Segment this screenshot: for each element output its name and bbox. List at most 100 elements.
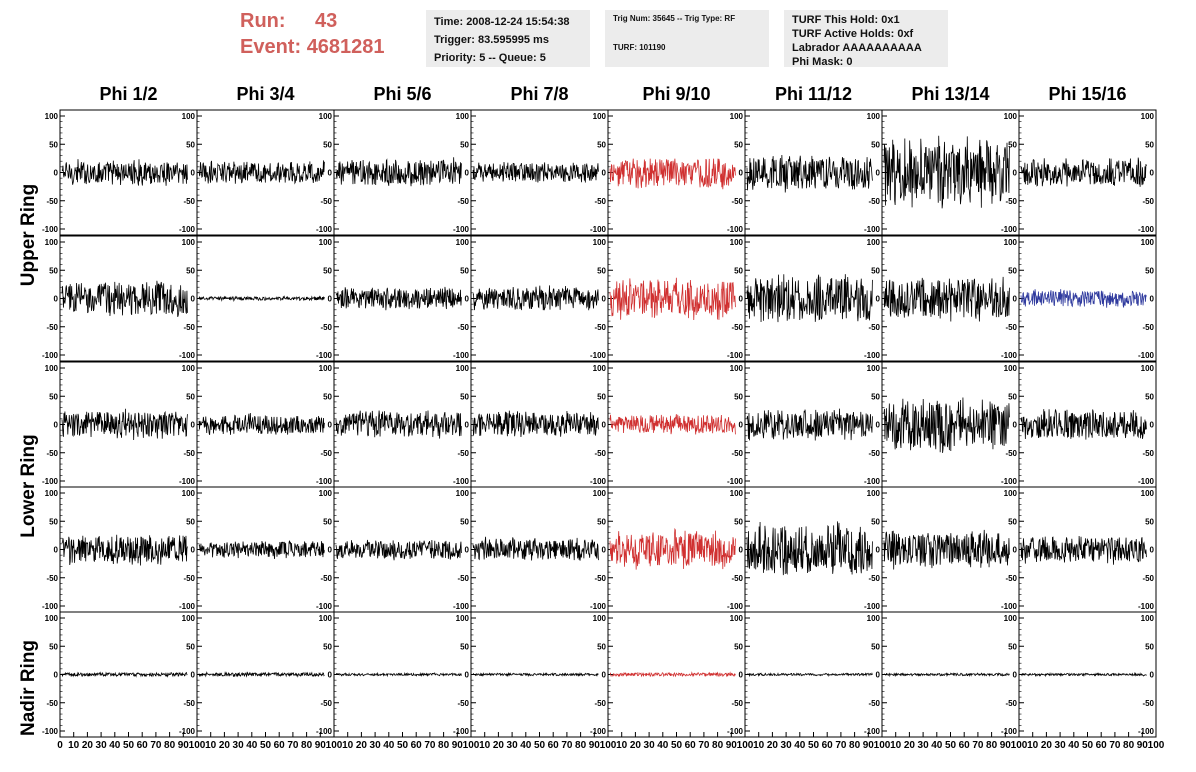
x-tick-label: 20 — [219, 740, 231, 751]
y-tick-label-right: 0 — [1013, 546, 1018, 555]
y-tick-label-right: 50 — [734, 140, 743, 149]
y-tick-label-right: -50 — [868, 574, 880, 583]
y-tick-label-right: 0 — [602, 295, 607, 304]
y-tick-label-right: 100 — [456, 489, 470, 498]
x-tick-label: 50 — [1082, 740, 1094, 751]
y-tick-label-right: -100 — [179, 727, 196, 736]
y-tick-label: 100 — [45, 364, 59, 373]
x-tick-label: 100 — [737, 740, 754, 751]
waveform-trace — [746, 672, 873, 678]
y-tick-label-right: 100 — [182, 614, 196, 623]
x-tick-label: 10 — [616, 740, 628, 751]
waveform-panel: 100 50 0 -50 -100 — [607, 235, 746, 362]
y-tick-label-right: 50 — [1008, 392, 1017, 401]
y-tick-label-right: 0 — [876, 421, 881, 430]
y-tick-label-right: 100 — [456, 614, 470, 623]
x-tick-label: 90 — [315, 740, 327, 751]
x-tick-label: 80 — [164, 740, 176, 751]
y-tick-label-right: -50 — [183, 574, 195, 583]
waveform-trace — [335, 539, 462, 561]
y-tick-label-right: -50 — [1142, 574, 1154, 583]
y-tick-label-right: -100 — [179, 477, 196, 486]
priority-text: Priority: 5 -- Queue: 5 — [434, 52, 546, 64]
waveform-trace — [335, 157, 462, 187]
y-tick-label-right: -100 — [453, 225, 470, 234]
x-tick-label: 90 — [863, 740, 875, 751]
waveform-panel: 100 50 0 -50 -100 — [1018, 361, 1157, 488]
x-tick-label: 60 — [822, 740, 834, 751]
y-tick-label-right: 50 — [1145, 392, 1154, 401]
turf-hold-text: TURF This Hold: 0x1 — [792, 14, 900, 26]
waveform-trace — [883, 529, 1010, 570]
y-tick-label-right: 50 — [1145, 642, 1154, 651]
y-tick-label-right: -100 — [864, 225, 881, 234]
y-tick-label-right: 0 — [1013, 421, 1018, 430]
y-tick-label-right: 50 — [323, 266, 332, 275]
y-tick-label-right: -100 — [179, 225, 196, 234]
x-tick-label: 20 — [767, 740, 779, 751]
y-tick-label-right: -100 — [1001, 477, 1018, 486]
x-tick-label: 70 — [1109, 740, 1121, 751]
y-tick-label-right: -50 — [457, 699, 469, 708]
y-tick-label-right: -50 — [594, 197, 606, 206]
y-tick-label-right: -100 — [316, 225, 333, 234]
y-tick-label-right: 50 — [734, 266, 743, 275]
y-tick-label-right: 0 — [876, 671, 881, 680]
y-tick-label: -100 — [42, 727, 59, 736]
waveform-trace — [883, 672, 1010, 678]
y-tick-label: 50 — [49, 140, 58, 149]
y-tick-label-right: -50 — [457, 449, 469, 458]
y-tick-label-right: -100 — [864, 602, 881, 611]
y-tick-label-right: 100 — [1141, 112, 1155, 121]
y-tick-label-right: 50 — [1008, 517, 1017, 526]
waveform-trace — [883, 397, 1010, 453]
y-tick-label-right: 50 — [460, 392, 469, 401]
x-tick-label: 70 — [561, 740, 573, 751]
x-tick-label: 10 — [1027, 740, 1039, 751]
run-event-label: Run: 43 Event: 4681281 — [240, 8, 420, 64]
y-tick-label-right: 0 — [602, 671, 607, 680]
x-tick-label: 70 — [972, 740, 984, 751]
x-tick-label: 100 — [1148, 740, 1165, 751]
x-tick-label: 50 — [397, 740, 409, 751]
y-tick-label-right: -100 — [1001, 225, 1018, 234]
y-tick-label-right: 100 — [1004, 614, 1018, 623]
y-tick-label: 100 — [45, 112, 59, 121]
y-tick-label-right: -100 — [1138, 477, 1155, 486]
waveform-trace — [746, 155, 873, 193]
x-tick-label: 100 — [189, 740, 206, 751]
y-tick-label-right: -100 — [590, 225, 607, 234]
y-tick-label-right: 50 — [1008, 266, 1017, 275]
x-tick-label: 40 — [1068, 740, 1080, 751]
x-tick-label: 60 — [137, 740, 149, 751]
y-tick-label-right: 100 — [1141, 238, 1155, 247]
y-tick-label-right: -100 — [453, 351, 470, 360]
y-tick-label-right: -100 — [316, 602, 333, 611]
y-tick-label-right: 50 — [597, 642, 606, 651]
y-tick-label-right: 0 — [876, 546, 881, 555]
y-tick-label-right: -100 — [316, 351, 333, 360]
y-tick-label-right: 0 — [328, 169, 333, 178]
x-tick-label: 50 — [534, 740, 546, 751]
waveform-trace — [609, 671, 736, 678]
event-value: 4681281 — [306, 36, 385, 58]
y-tick-label-right: 100 — [730, 238, 744, 247]
y-tick-label-right: 0 — [465, 546, 470, 555]
y-tick-label-right: 100 — [319, 489, 333, 498]
y-tick-label: 0 — [54, 546, 59, 555]
x-tick-label: 0 — [57, 740, 63, 751]
y-tick-label: -100 — [42, 477, 59, 486]
y-tick-label-right: -100 — [727, 727, 744, 736]
waveform-trace — [198, 671, 325, 678]
y-tick-label-right: -50 — [320, 574, 332, 583]
y-tick-label-right: -100 — [727, 602, 744, 611]
y-tick-label-right: -50 — [868, 323, 880, 332]
x-tick-label: 90 — [1000, 740, 1012, 751]
y-tick-label-right: 50 — [734, 642, 743, 651]
column-header-phi-9-10: Phi 9/10 — [642, 84, 711, 104]
y-tick-label-right: -100 — [1001, 351, 1018, 360]
x-tick-label: 60 — [1096, 740, 1108, 751]
x-tick-label: 10 — [68, 740, 80, 751]
y-tick-label-right: 0 — [465, 169, 470, 178]
